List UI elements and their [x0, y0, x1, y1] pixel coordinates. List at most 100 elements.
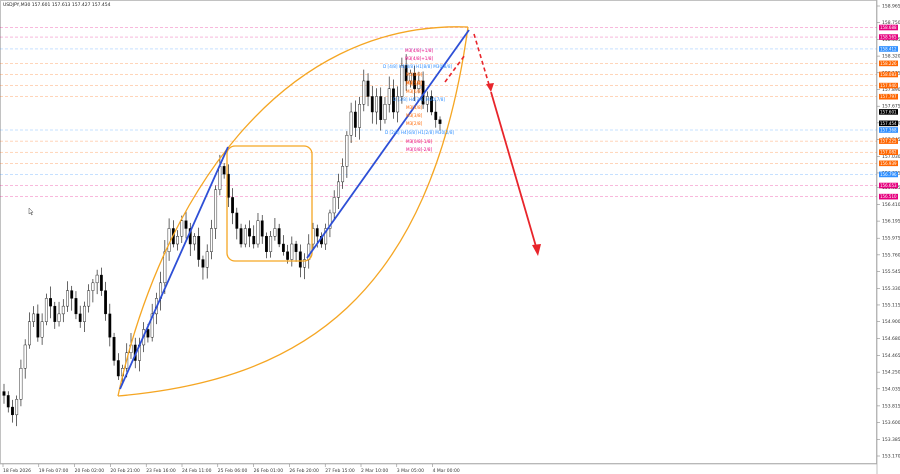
time-tick-label: 24 Feb 11:00	[182, 468, 212, 474]
candle-body	[99, 274, 103, 291]
forecast-line-down	[490, 91, 538, 251]
candle-body	[277, 228, 281, 245]
candle-body	[294, 243, 298, 252]
price-badge	[879, 34, 898, 40]
price-tick-label: 158.965	[882, 4, 900, 10]
time-tick-label: 4 Mar 00:00	[433, 468, 460, 474]
price-badge	[879, 193, 898, 200]
plot-frame	[0, 0, 877, 464]
fan-arc-lower	[117, 26, 469, 397]
candle-body	[2, 391, 6, 396]
candle-body	[167, 228, 171, 252]
price-tick-label: 153.170	[882, 454, 900, 460]
symbol-header: USDJPY,M30 157.601 157.613 157.427 157.4…	[3, 2, 111, 8]
candle-body	[298, 251, 302, 268]
time-tick-label: 2 Mar 10:00	[361, 468, 388, 474]
candle-body	[408, 72, 412, 82]
price-badge	[879, 160, 898, 167]
candle-body	[53, 305, 57, 322]
candle-body	[15, 399, 19, 416]
candle-body	[273, 228, 277, 237]
time-tick-label: 25 Feb 06:00	[218, 468, 248, 474]
candle-body	[193, 236, 196, 245]
level-label: M3[0/8]-2/8]	[406, 147, 433, 152]
level-label: M3[0/8]-1/8]	[406, 139, 433, 144]
candle-body	[248, 228, 251, 237]
candle-body	[286, 251, 290, 260]
price-badge	[879, 138, 898, 144]
candle-body	[70, 290, 74, 299]
candle-body	[400, 65, 404, 97]
candle-body	[27, 321, 31, 346]
candle-body	[239, 228, 243, 245]
candle-body	[32, 313, 36, 322]
price-badge	[879, 127, 898, 133]
candle-body	[252, 236, 256, 245]
trend-line-2	[306, 29, 470, 259]
candle-body	[78, 313, 82, 322]
price-badge	[879, 182, 898, 189]
price-tick-label: 154.465	[882, 353, 900, 359]
candle-body	[83, 305, 86, 322]
price-badge-label: 158.412	[880, 46, 897, 51]
candle-body	[57, 313, 61, 322]
forecast-dashed-down	[473, 33, 491, 89]
price-tick-label: 153.815	[882, 403, 900, 409]
price-badge-label: 156.653	[880, 183, 897, 188]
candle-body	[19, 368, 23, 400]
candle-body	[337, 181, 340, 198]
level-label: D [4/8] H4[8/8] H1[8/8] M30[8/8]	[383, 64, 453, 69]
candle-body	[91, 282, 95, 291]
candle-body	[383, 104, 387, 120]
candle-body	[260, 220, 264, 237]
fan-arc-upper	[117, 26, 469, 397]
level-label: D [2/8] H4[6/8] H1[2/8] M30[2/8]	[385, 130, 455, 135]
candle-body	[40, 321, 44, 338]
candle-body	[387, 88, 391, 105]
candle-body	[23, 344, 27, 369]
price-badge-label: 157.368	[880, 128, 897, 133]
price-tick-label: 156.195	[882, 219, 900, 225]
price-badge	[879, 93, 898, 100]
time-tick-label: 26 Feb 20:00	[289, 468, 319, 474]
level-labels: M3[4/8]+1/8] M3[4/8]+1/8] D [4/8] H4[8/8] …	[383, 48, 455, 152]
price-badge	[879, 149, 898, 156]
candle-body	[104, 290, 107, 315]
level-lines	[0, 27, 877, 197]
time-axis: 18 Feb 2026 19 Feb 07:00 20 Feb 02:00 20 Fe…	[2, 464, 460, 474]
level-label: M3[8/8]	[406, 72, 423, 77]
candle-body	[150, 313, 154, 338]
candle-body	[379, 96, 383, 120]
candle-body	[205, 251, 209, 268]
candle-body	[146, 329, 150, 338]
candle-body	[324, 228, 328, 245]
price-badge-label: 156.796	[880, 172, 897, 177]
price-badge	[879, 171, 898, 178]
time-tick-label: 20 Feb 02:00	[75, 468, 105, 474]
time-tick-label: 23 Feb 16:00	[146, 468, 176, 474]
price-badge-label: 158.688	[880, 25, 897, 30]
candle-body	[256, 220, 260, 245]
analysis-shapes	[117, 26, 541, 397]
price-badges: 158.688 158.565 158.412 158.226 158.083 157.9…	[879, 24, 898, 200]
candle-body	[197, 236, 201, 260]
price-tick-label: 154.035	[882, 386, 900, 392]
price-tick-label: 154.250	[882, 370, 900, 376]
candle-body	[95, 274, 99, 284]
candle-body	[214, 189, 218, 229]
candle-body	[434, 111, 438, 120]
candle-body	[341, 166, 345, 183]
trend-line-1	[119, 146, 229, 390]
candle-body	[44, 298, 48, 322]
candle-body	[366, 80, 370, 97]
candlestick-series	[2, 54, 442, 427]
candle-body	[375, 96, 378, 113]
price-badge-label: 157.082	[880, 150, 897, 155]
candle-body	[358, 104, 361, 128]
price-badge	[879, 82, 898, 89]
price-tick-label: 154.680	[882, 336, 900, 342]
candle-body	[108, 313, 112, 338]
level-label: M3[7/8]	[406, 80, 423, 85]
candle-body	[269, 236, 273, 252]
